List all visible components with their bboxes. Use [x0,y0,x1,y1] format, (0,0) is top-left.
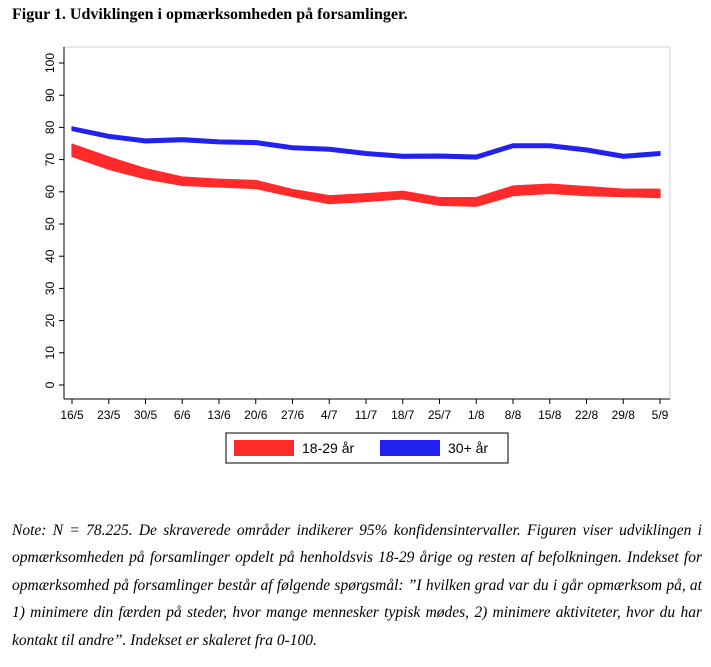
x-tick-label: 4/7 [321,408,338,422]
x-tick-label: 5/9 [652,408,669,422]
figure-note: Note: N = 78.225. De skraverede områder … [12,522,702,649]
legend-label-18-29: 18-29 år [302,440,354,456]
x-tick-label: 29/8 [612,408,636,422]
x-tick-label: 30/5 [134,408,158,422]
x-tick-label: 25/7 [428,408,452,422]
y-tick-label: 50 [43,217,57,231]
x-tick-label: 16/5 [60,408,84,422]
x-ticks: 16/5 23/5 30/5 6/6 13/6 20/6 27/6 4/7 11/7 18/7 25… [60,399,669,422]
legend: 18-29 år 30+ år [225,432,509,464]
series-band-30plus [71,126,661,160]
plot-area [63,46,671,400]
figure-title: Figur 1. Udviklingen i opmærksomheden på… [12,6,408,23]
y-tick-label: 40 [43,249,57,263]
line-chart: 0 10 20 30 40 50 60 70 80 90 100 16/5 23/5 30/5 6/6 13… [43,46,671,464]
y-tick-label: 60 [43,185,57,199]
y-ticks: 0 10 20 30 40 50 60 70 80 90 100 [43,53,64,388]
x-tick-label: 23/5 [97,408,121,422]
legend-swatch-30plus [380,440,440,456]
y-tick-label: 20 [43,314,57,328]
x-tick-label: 20/6 [244,408,268,422]
y-tick-label: 30 [43,281,57,295]
series-bands [71,126,661,207]
y-tick-label: 70 [43,153,57,167]
y-tick-label: 10 [43,346,57,360]
x-tick-label: 22/8 [575,408,599,422]
x-tick-label: 18/7 [391,408,415,422]
x-tick-label: 13/6 [207,408,231,422]
x-tick-label: 15/8 [538,408,562,422]
series-band-18-29 [71,143,661,207]
legend-label-30plus: 30+ år [448,440,488,456]
x-tick-label: 27/6 [281,408,305,422]
y-tick-label: 90 [43,88,57,102]
x-tick-label: 11/7 [355,408,378,422]
x-tick-label: 8/8 [505,408,522,422]
x-tick-label: 6/6 [174,408,191,422]
y-tick-label: 0 [43,381,57,388]
y-tick-label: 80 [43,120,57,134]
legend-swatch-18-29 [234,440,294,456]
x-tick-label: 1/8 [468,408,485,422]
y-tick-label: 100 [43,53,57,73]
